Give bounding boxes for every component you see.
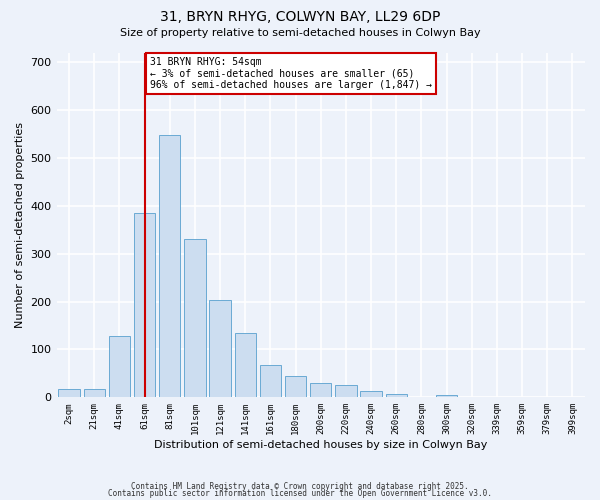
Text: Size of property relative to semi-detached houses in Colwyn Bay: Size of property relative to semi-detach… [119,28,481,38]
Bar [235,332,256,398]
Bar [109,336,130,398]
Bar [361,390,382,398]
Bar [285,376,307,398]
Bar [134,213,155,398]
Bar [58,388,80,398]
Bar [184,240,206,398]
Bar [83,388,105,398]
X-axis label: Distribution of semi-detached houses by size in Colwyn Bay: Distribution of semi-detached houses by … [154,440,487,450]
Text: Contains HM Land Registry data © Crown copyright and database right 2025.: Contains HM Land Registry data © Crown c… [131,482,469,491]
Y-axis label: Number of semi-detached properties: Number of semi-detached properties [15,122,25,328]
Bar [209,300,231,398]
Text: 31, BRYN RHYG, COLWYN BAY, LL29 6DP: 31, BRYN RHYG, COLWYN BAY, LL29 6DP [160,10,440,24]
Bar [386,394,407,398]
Bar [436,396,457,398]
Bar [310,384,331,398]
Bar [335,386,356,398]
Text: Contains public sector information licensed under the Open Government Licence v3: Contains public sector information licen… [108,490,492,498]
Bar [159,135,181,398]
Bar [260,365,281,398]
Text: 31 BRYN RHYG: 54sqm
← 3% of semi-detached houses are smaller (65)
96% of semi-de: 31 BRYN RHYG: 54sqm ← 3% of semi-detache… [149,58,431,90]
